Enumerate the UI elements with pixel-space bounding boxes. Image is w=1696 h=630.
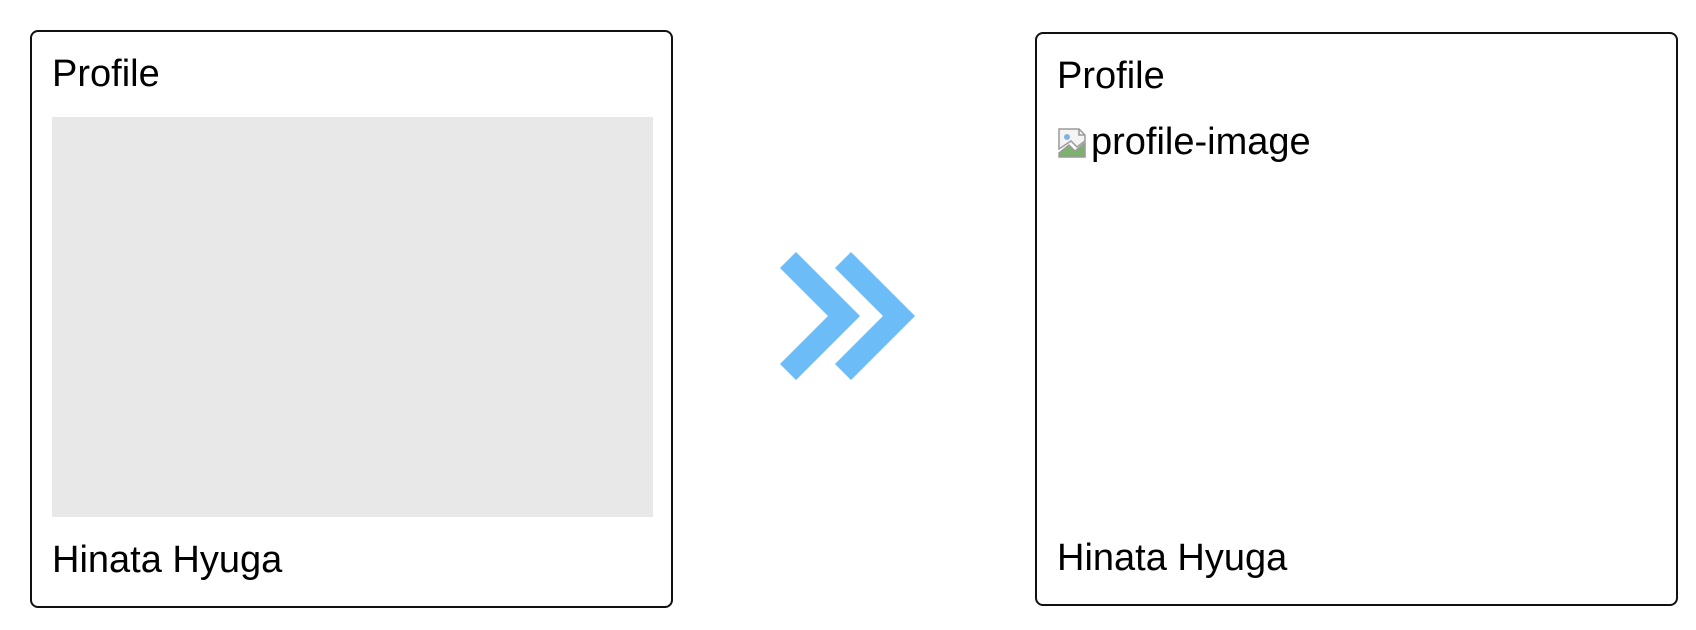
profile-card-skeleton: Profile Hinata Hyuga [30,30,673,608]
profile-card-loaded: Profile profile-image Hinata Hyuga [1035,32,1678,606]
image-placeholder [52,117,653,517]
double-chevron-right-icon [780,252,915,380]
profile-name: Hinata Hyuga [52,539,283,582]
card-title: Profile [52,53,160,95]
card-title: Profile [1057,55,1165,97]
profile-name: Hinata Hyuga [1057,537,1288,580]
image-alt-text: profile-image [1091,121,1311,164]
broken-image-icon [1058,128,1086,158]
profile-image: profile-image [1057,119,1311,167]
